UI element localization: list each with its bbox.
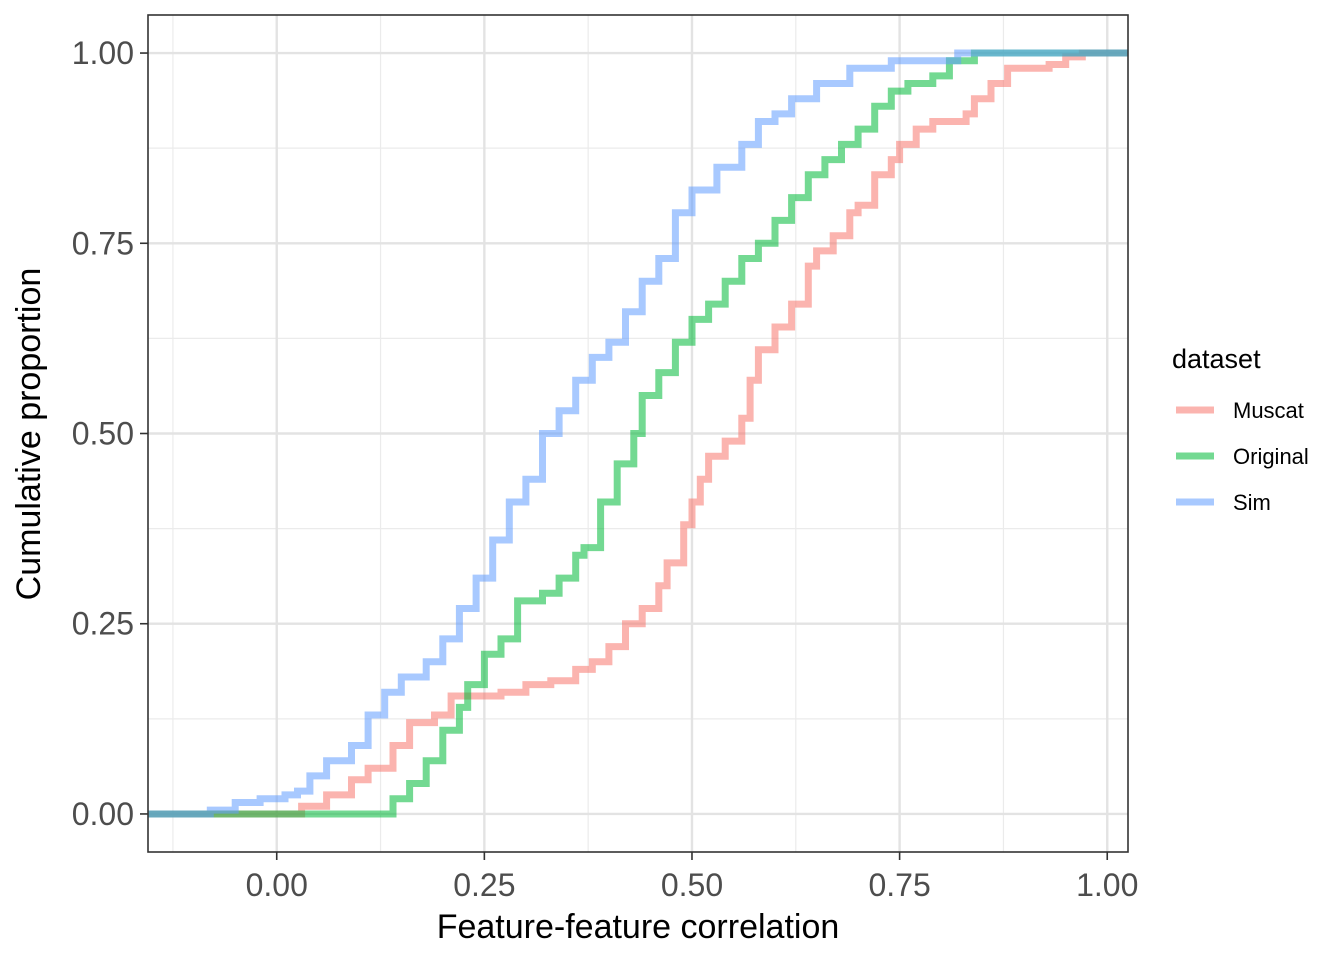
y-tick-label: 0.50 [72,416,134,452]
y-tick-label: 1.00 [72,35,134,71]
legend-label-original: Original [1233,444,1309,469]
legend: dataset Muscat Original Sim [1172,344,1309,515]
series-line-muscat [148,49,1128,818]
x-axis-title: Feature-feature correlation [437,908,840,946]
x-tick-label: 0.50 [661,867,723,903]
series-line-sim [148,49,1128,818]
x-axis-ticks: 0.00 0.25 0.50 0.75 1.00 [246,852,1138,903]
y-axis-ticks: 0.00 0.25 0.50 0.75 1.00 [72,35,148,832]
legend-label-sim: Sim [1233,490,1271,515]
x-tick-label: 0.25 [453,867,515,903]
legend-title: dataset [1172,344,1261,374]
series-line-original [148,49,1128,818]
y-tick-label: 0.00 [72,796,134,832]
y-tick-label: 0.25 [72,606,134,642]
legend-label-muscat: Muscat [1233,398,1304,423]
series-lines [148,49,1128,818]
x-tick-label: 1.00 [1076,867,1138,903]
x-tick-label: 0.00 [246,867,308,903]
x-tick-label: 0.75 [868,867,930,903]
y-tick-label: 0.75 [72,225,134,261]
y-axis-title: Cumulative proportion [10,268,48,601]
